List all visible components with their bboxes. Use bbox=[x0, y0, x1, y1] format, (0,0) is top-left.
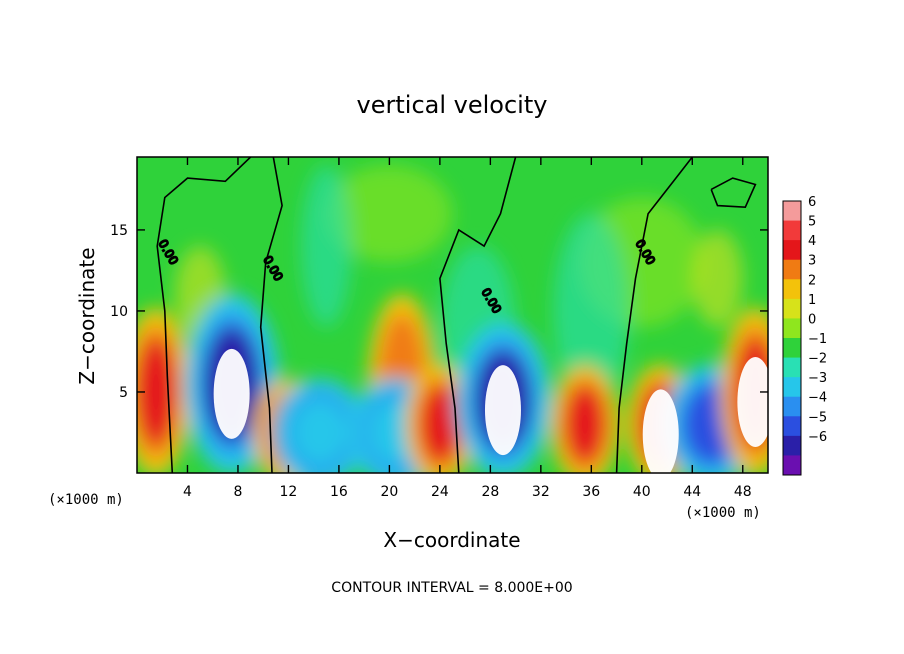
saturated-core bbox=[484, 365, 521, 456]
zero-contour bbox=[710, 177, 757, 209]
colorbar-label: 6 bbox=[808, 195, 816, 210]
x-tick-label: 28 bbox=[481, 484, 499, 500]
colorbar: 6 5 4 3 2 1 0 −1 −2 −3 −4 −5 −6 bbox=[782, 195, 827, 476]
contour-interval-note: CONTOUR INTERVAL = 8.000E+00 bbox=[331, 580, 572, 596]
zero-contour bbox=[259, 157, 283, 473]
zero-contour bbox=[439, 157, 517, 473]
colorbar-swatch bbox=[783, 357, 801, 378]
field-feature bbox=[419, 386, 461, 463]
colorbar-label: 1 bbox=[808, 293, 816, 308]
colorbar-swatch bbox=[783, 220, 801, 241]
zero-contour bbox=[615, 157, 693, 473]
y-tick-label: 10 bbox=[110, 304, 128, 320]
field-feature bbox=[564, 386, 606, 463]
colorbar-swatch bbox=[783, 259, 801, 280]
colorbar-swatch bbox=[783, 455, 801, 476]
x-tick-label: 20 bbox=[380, 484, 398, 500]
colorbar-swatch bbox=[783, 318, 801, 339]
colorbar-label: −3 bbox=[808, 371, 827, 386]
colorbar-label: −2 bbox=[808, 352, 827, 367]
field-patch bbox=[326, 165, 453, 263]
x-tick-label: 36 bbox=[582, 484, 600, 500]
x-axis-title: X−coordinate bbox=[383, 528, 520, 552]
x-tick-label: 24 bbox=[431, 484, 449, 500]
chart-title: vertical velocity bbox=[357, 91, 548, 119]
colorbar-swatch bbox=[783, 416, 801, 437]
y-axis-title: Z−coordinate bbox=[75, 247, 99, 384]
saturated-core bbox=[213, 348, 250, 439]
colorbar-swatch bbox=[783, 338, 801, 359]
field-patch bbox=[692, 229, 743, 328]
colorbar-label: −1 bbox=[808, 332, 827, 347]
x-tick-label: 32 bbox=[532, 484, 550, 500]
colorbar-label: −5 bbox=[808, 410, 827, 425]
x-tick-label: 16 bbox=[330, 484, 348, 500]
colorbar-swatch bbox=[783, 377, 801, 398]
plot-frame bbox=[136, 156, 769, 474]
saturated-core bbox=[737, 356, 768, 447]
x-tick-label: 48 bbox=[734, 484, 752, 500]
y-unit-label: (×1000 m) bbox=[48, 492, 124, 508]
field-feature bbox=[292, 398, 348, 467]
y-tick-label: 15 bbox=[110, 223, 128, 239]
colorbar-label: 3 bbox=[808, 254, 816, 269]
colorbar-label: −6 bbox=[808, 430, 827, 445]
colorbar-swatch bbox=[783, 396, 801, 417]
y-tick-label: 5 bbox=[119, 385, 128, 401]
x-axis: 4 8 12 16 20 24 28 32 36 40 44 48 bbox=[183, 157, 752, 500]
field-patch bbox=[301, 165, 352, 328]
colorbar-label: 4 bbox=[808, 234, 816, 249]
colorbar-swatch bbox=[783, 201, 801, 222]
x-tick-label: 44 bbox=[683, 484, 701, 500]
colorbar-frame bbox=[782, 200, 802, 476]
colorbar-swatch bbox=[783, 240, 801, 261]
colorbar-label: −4 bbox=[808, 391, 827, 406]
colorbar-swatch bbox=[783, 279, 801, 300]
x-tick-label: 4 bbox=[183, 484, 192, 500]
colorbar-label: 0 bbox=[808, 312, 816, 327]
field-patch bbox=[553, 213, 630, 409]
x-unit-label: (×1000 m) bbox=[685, 505, 761, 521]
colorbar-swatch bbox=[783, 298, 801, 319]
colorbar-label: 5 bbox=[808, 215, 816, 230]
x-tick-label: 12 bbox=[280, 484, 298, 500]
x-tick-label: 40 bbox=[633, 484, 651, 500]
x-tick-label: 8 bbox=[233, 484, 242, 500]
colorbar-label: 2 bbox=[808, 273, 816, 288]
zero-contour bbox=[156, 157, 252, 473]
heatmap-field: 0.000.000.000.00 bbox=[137, 157, 768, 473]
saturated-core bbox=[642, 389, 679, 473]
y-axis: 5 10 15 bbox=[110, 223, 768, 401]
colorbar-swatch bbox=[783, 435, 801, 456]
